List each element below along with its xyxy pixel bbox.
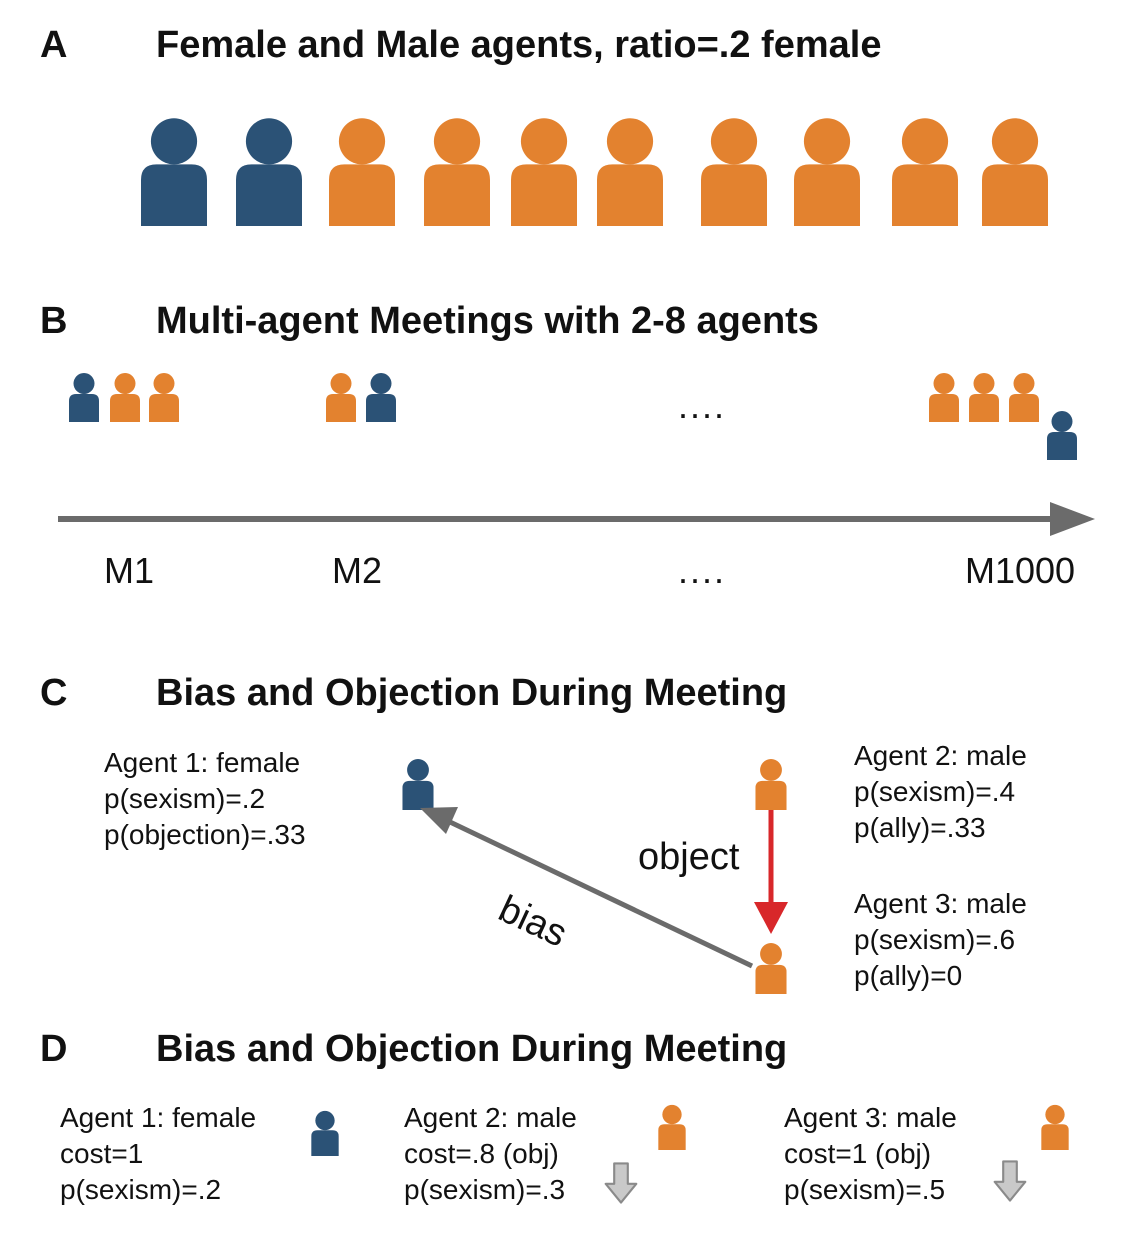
meeting-label-m1: M1	[104, 550, 155, 591]
d-agent3-decrease-arrow-icon	[993, 1158, 1027, 1204]
male-agent-person-icon	[790, 116, 864, 226]
male-agent-person-icon	[888, 116, 962, 226]
meeting-1-male-person-icon	[147, 372, 181, 422]
panel-b-letter: B	[40, 300, 68, 342]
agent1-person-icon	[400, 758, 436, 810]
panel-a-letter: A	[40, 24, 68, 66]
male-agent-person-icon	[507, 116, 581, 226]
bias-arrowhead	[420, 807, 458, 834]
agent1-description: Agent 1: female p(sexism)=.2 p(objection…	[104, 745, 306, 853]
d-agent1-p-sexism: p(sexism)=.2	[60, 1174, 222, 1205]
meeting-2-female-person-icon	[364, 372, 398, 422]
d-agent2-decrease-arrow-icon	[604, 1160, 638, 1206]
meeting-3-male-person-icon	[1007, 372, 1041, 422]
d-agent1-cost: cost=1	[60, 1138, 144, 1169]
male-agent-person-icon	[593, 116, 667, 226]
agent1-name: Agent 1: female	[104, 747, 301, 778]
agent3-name: Agent 3: male	[854, 888, 1027, 919]
agent2-p-sexism: p(sexism)=.4	[854, 776, 1016, 807]
male-agent-person-icon	[325, 116, 399, 226]
d-agent2-cost: cost=.8 (obj)	[404, 1138, 559, 1169]
d-agent1-name: Agent 1: female	[60, 1102, 257, 1133]
object-arrowhead	[754, 902, 788, 934]
d-agent3-p-sexism: p(sexism)=.5	[784, 1174, 946, 1205]
timeline-arrowhead	[1050, 502, 1095, 536]
agent1-p-objection: p(objection)=.33	[104, 819, 306, 850]
d-agent2-p-sexism: p(sexism)=.3	[404, 1174, 566, 1205]
agent3-person-icon	[753, 942, 789, 994]
panel-b-title: Multi-agent Meetings with 2-8 agents	[156, 300, 819, 342]
d-agent2-description: Agent 2: male cost=.8 (obj) p(sexism)=.3	[404, 1100, 577, 1208]
agent3-p-sexism: p(sexism)=.6	[854, 924, 1016, 955]
panel-a-title: Female and Male agents, ratio=.2 female	[156, 24, 882, 66]
panel-c-letter: C	[40, 672, 68, 714]
d-agent2-person-icon	[655, 1104, 689, 1150]
agent2-p-ally: p(ally)=.33	[854, 812, 986, 843]
meeting-1-male-person-icon	[108, 372, 142, 422]
d-agent2-name: Agent 2: male	[404, 1102, 577, 1133]
meeting-label-m1000: M1000	[965, 550, 1076, 591]
agent3-p-ally: p(ally)=0	[854, 960, 963, 991]
meeting-3-male-person-icon	[927, 372, 961, 422]
d-agent3-name: Agent 3: male	[784, 1102, 957, 1133]
agent3-description: Agent 3: male p(sexism)=.6 p(ally)=0	[854, 886, 1027, 994]
d-agent3-person-icon	[1038, 1104, 1072, 1150]
panel-d-letter: D	[40, 1028, 68, 1070]
d-agent3-description: Agent 3: male cost=1 (obj) p(sexism)=.5	[784, 1100, 957, 1208]
agent2-name: Agent 2: male	[854, 740, 1027, 771]
meetings-ellipsis: ....	[678, 385, 727, 426]
panel-d-title: Bias and Objection During Meeting	[156, 1028, 788, 1070]
meeting-1-female-person-icon	[67, 372, 101, 422]
agent2-description: Agent 2: male p(sexism)=.4 p(ally)=.33	[854, 738, 1027, 846]
female-agent-person-icon	[232, 116, 306, 226]
d-agent1-description: Agent 1: female cost=1 p(sexism)=.2	[60, 1100, 256, 1208]
agent1-p-sexism: p(sexism)=.2	[104, 783, 266, 814]
meeting-label-m2: M2	[332, 550, 383, 591]
bias-label: bias	[492, 888, 574, 956]
panel-c-title: Bias and Objection During Meeting	[156, 672, 788, 714]
axis-ellipsis: ....	[678, 550, 727, 591]
meeting-3-male-person-icon	[967, 372, 1001, 422]
meeting-2-male-person-icon	[324, 372, 358, 422]
male-agent-person-icon	[420, 116, 494, 226]
d-agent3-cost: cost=1 (obj)	[784, 1138, 932, 1169]
male-agent-person-icon	[978, 116, 1052, 226]
female-agent-person-icon	[137, 116, 211, 226]
agent2-person-icon	[753, 758, 789, 810]
male-agent-person-icon	[697, 116, 771, 226]
d-agent1-person-icon	[308, 1110, 342, 1156]
object-label: object	[638, 836, 740, 878]
meeting-3-female-person-icon	[1045, 410, 1079, 460]
